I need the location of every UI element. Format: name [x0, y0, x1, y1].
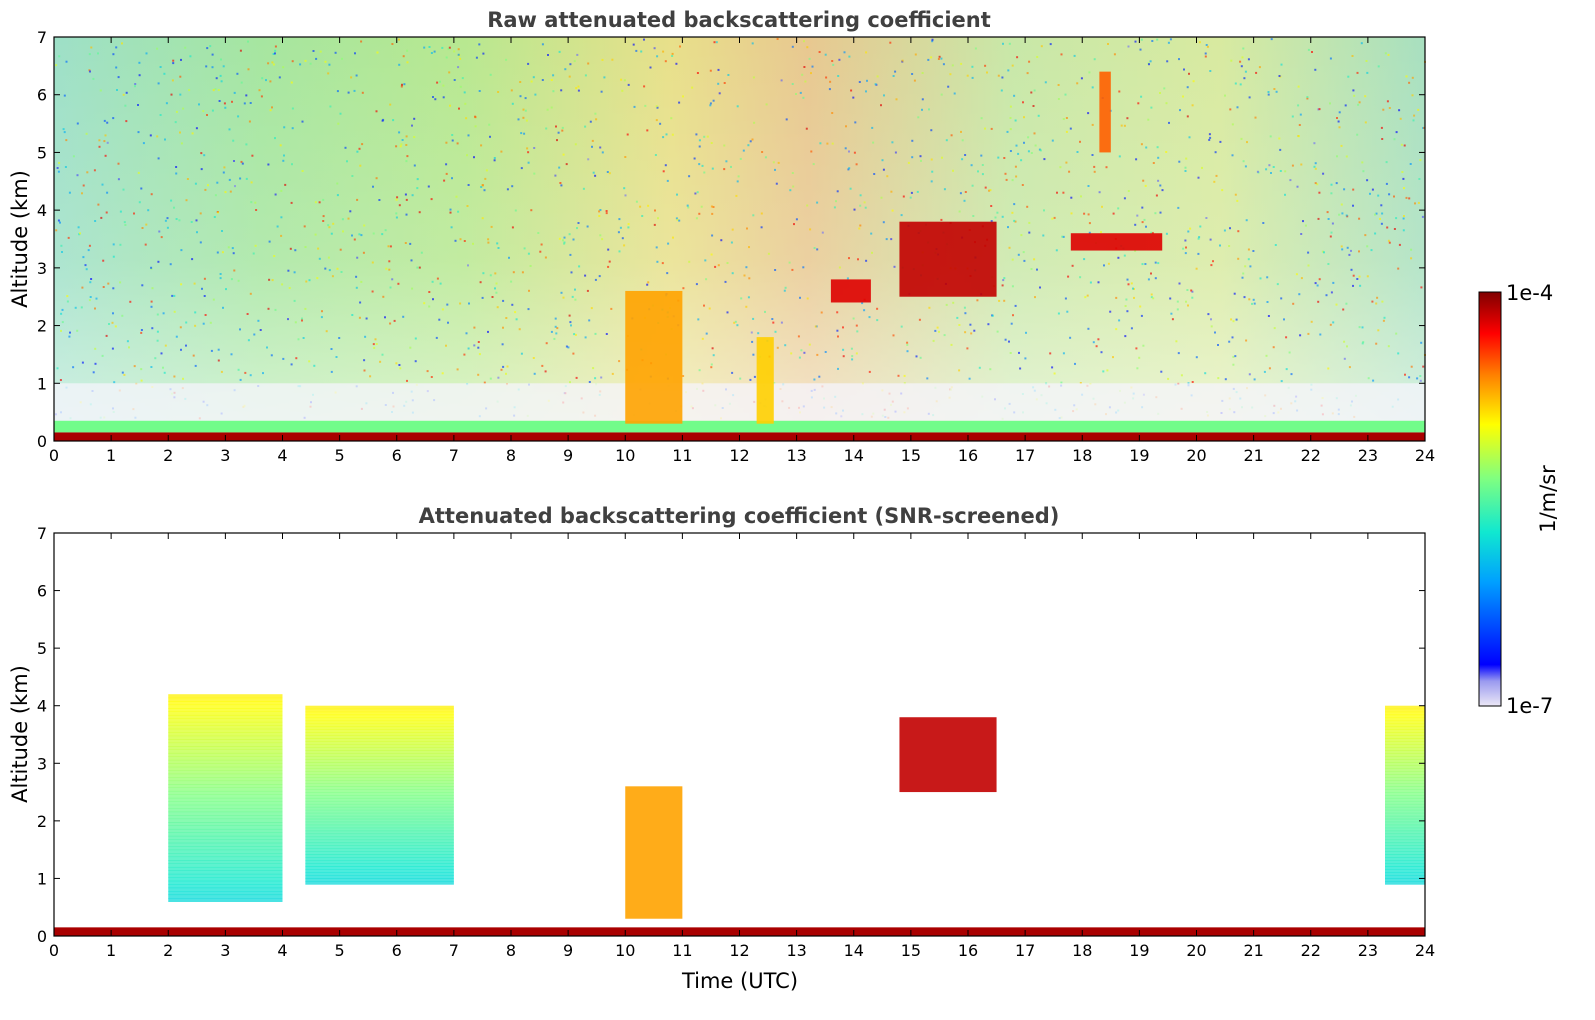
x-tick-label: 16: [958, 941, 978, 960]
cloud-feature: [830, 279, 871, 303]
x-tick-label: 13: [786, 941, 806, 960]
x-tick-label: 7: [449, 941, 459, 960]
boundary-layer-feature: [54, 420, 1425, 433]
x-tick-label: 1: [106, 941, 116, 960]
y-tick-label: 1: [37, 869, 47, 888]
y-tick-label: 5: [37, 143, 47, 162]
y-tick-label: 6: [37, 582, 47, 601]
screened-backscatter-panel: Attenuated backscattering coefficient (S…: [8, 504, 1435, 993]
y-tick-label: 3: [37, 754, 47, 773]
x-tick-label: 8: [506, 941, 516, 960]
x-tick-label: 16: [958, 446, 978, 465]
x-tick-label: 4: [277, 941, 287, 960]
x-tick-label: 9: [563, 446, 573, 465]
y-tick-label: 2: [37, 812, 47, 831]
colorbar-max-label: 1e-4: [1506, 281, 1553, 305]
panel2-y-ticks: 0 1 2 3 4 5 6 7: [37, 524, 1425, 946]
x-tick-label: 7: [449, 446, 459, 465]
x-tick-label: 0: [49, 446, 59, 465]
x-tick-label: 18: [1072, 941, 1092, 960]
x-tick-label: 3: [220, 446, 230, 465]
panel2-heatmap: [54, 533, 1425, 936]
x-tick-label: 2: [163, 446, 173, 465]
x-tick-label: 11: [672, 446, 692, 465]
y-tick-label: 5: [37, 639, 47, 658]
panel1-heatmap: [54, 37, 1426, 441]
x-tick-label: 5: [335, 446, 345, 465]
y-tick-label: 7: [37, 28, 47, 47]
clear-band: [54, 383, 1425, 421]
x-tick-label: 6: [392, 446, 402, 465]
panel2-x-ticks: 0 1 2 3 4 5 6 7 8 9 10 11 12 13 14 15 16 17 18 19 20 21 22 23 24: [49, 533, 1435, 960]
panel1-y-ticks: 0 1 2 3 4 5 6 7: [37, 28, 1425, 451]
y-tick-label: 1: [37, 374, 47, 393]
colorbar-min-label: 1e-7: [1506, 694, 1553, 718]
y-tick-label: 0: [37, 432, 47, 451]
x-tick-label: 3: [220, 941, 230, 960]
x-tick-label: 1: [106, 446, 116, 465]
noise-fade: [54, 37, 1425, 441]
aerosol-plume: [168, 694, 283, 902]
panel1-y-label: Altitude (km): [8, 170, 32, 308]
y-tick-label: 6: [37, 86, 47, 105]
x-tick-label: 0: [49, 941, 59, 960]
cloud-feature: [625, 290, 683, 424]
x-tick-label: 10: [615, 446, 635, 465]
y-tick-label: 4: [37, 697, 47, 716]
x-tick-label: 20: [1186, 446, 1206, 465]
x-tick-label: 24: [1415, 941, 1435, 960]
x-tick-label: 12: [729, 941, 749, 960]
x-tick-label: 10: [615, 941, 635, 960]
y-tick-label: 2: [37, 317, 47, 336]
x-tick-label: 24: [1415, 446, 1435, 465]
panel2-x-label: Time (UTC): [681, 969, 798, 993]
colorbar-scale: [1478, 291, 1502, 707]
panel2-title: Attenuated backscattering coefficient (S…: [419, 504, 1060, 528]
cloud-feature: [1070, 233, 1163, 251]
x-tick-label: 15: [901, 941, 921, 960]
x-tick-label: 17: [1015, 446, 1035, 465]
cloud-feature: [899, 221, 997, 297]
raw-backscatter-panel: Raw attenuated backscattering coefficien…: [8, 8, 1435, 465]
x-tick-label: 4: [277, 446, 287, 465]
cloud-feature: [899, 717, 997, 793]
cloud-feature: [625, 786, 683, 919]
x-tick-label: 19: [1129, 941, 1149, 960]
x-tick-label: 11: [672, 941, 692, 960]
x-tick-label: 23: [1358, 941, 1378, 960]
panel1-x-ticks: 0 1 2 3 4 5 6 7 8 9 10 11 12 13 14 15 16 17 18 19 20 21 22 23 24: [49, 37, 1435, 465]
x-tick-label: 9: [563, 941, 573, 960]
x-tick-label: 18: [1072, 446, 1092, 465]
x-tick-label: 14: [844, 446, 864, 465]
x-tick-label: 5: [335, 941, 345, 960]
x-tick-label: 20: [1186, 941, 1206, 960]
x-tick-label: 22: [1301, 446, 1321, 465]
x-tick-label: 21: [1243, 446, 1263, 465]
x-tick-label: 15: [901, 446, 921, 465]
x-tick-label: 14: [844, 941, 864, 960]
x-tick-label: 17: [1015, 941, 1035, 960]
colorbar: 1e-4 1e-7 1/m/sr: [1478, 281, 1560, 718]
y-tick-label: 4: [37, 201, 47, 220]
x-tick-label: 8: [506, 446, 516, 465]
y-tick-label: 7: [37, 524, 47, 543]
panel1-title: Raw attenuated backscattering coefficien…: [487, 8, 991, 32]
x-tick-label: 23: [1358, 446, 1378, 465]
x-tick-label: 13: [786, 446, 806, 465]
x-tick-label: 12: [729, 446, 749, 465]
panel2-y-label: Altitude (km): [8, 665, 32, 803]
colorbar-unit-label: 1/m/sr: [1536, 465, 1560, 533]
x-tick-label: 2: [163, 941, 173, 960]
x-tick-label: 19: [1129, 446, 1149, 465]
y-tick-label: 3: [37, 259, 47, 278]
x-tick-label: 6: [392, 941, 402, 960]
cloud-feature: [1099, 71, 1111, 153]
x-tick-label: 21: [1243, 941, 1263, 960]
x-tick-label: 22: [1301, 941, 1321, 960]
aerosol-plume: [305, 705, 454, 885]
aerosol-plume: [1385, 705, 1425, 885]
cloud-feature: [756, 337, 774, 424]
y-tick-label: 0: [37, 927, 47, 946]
